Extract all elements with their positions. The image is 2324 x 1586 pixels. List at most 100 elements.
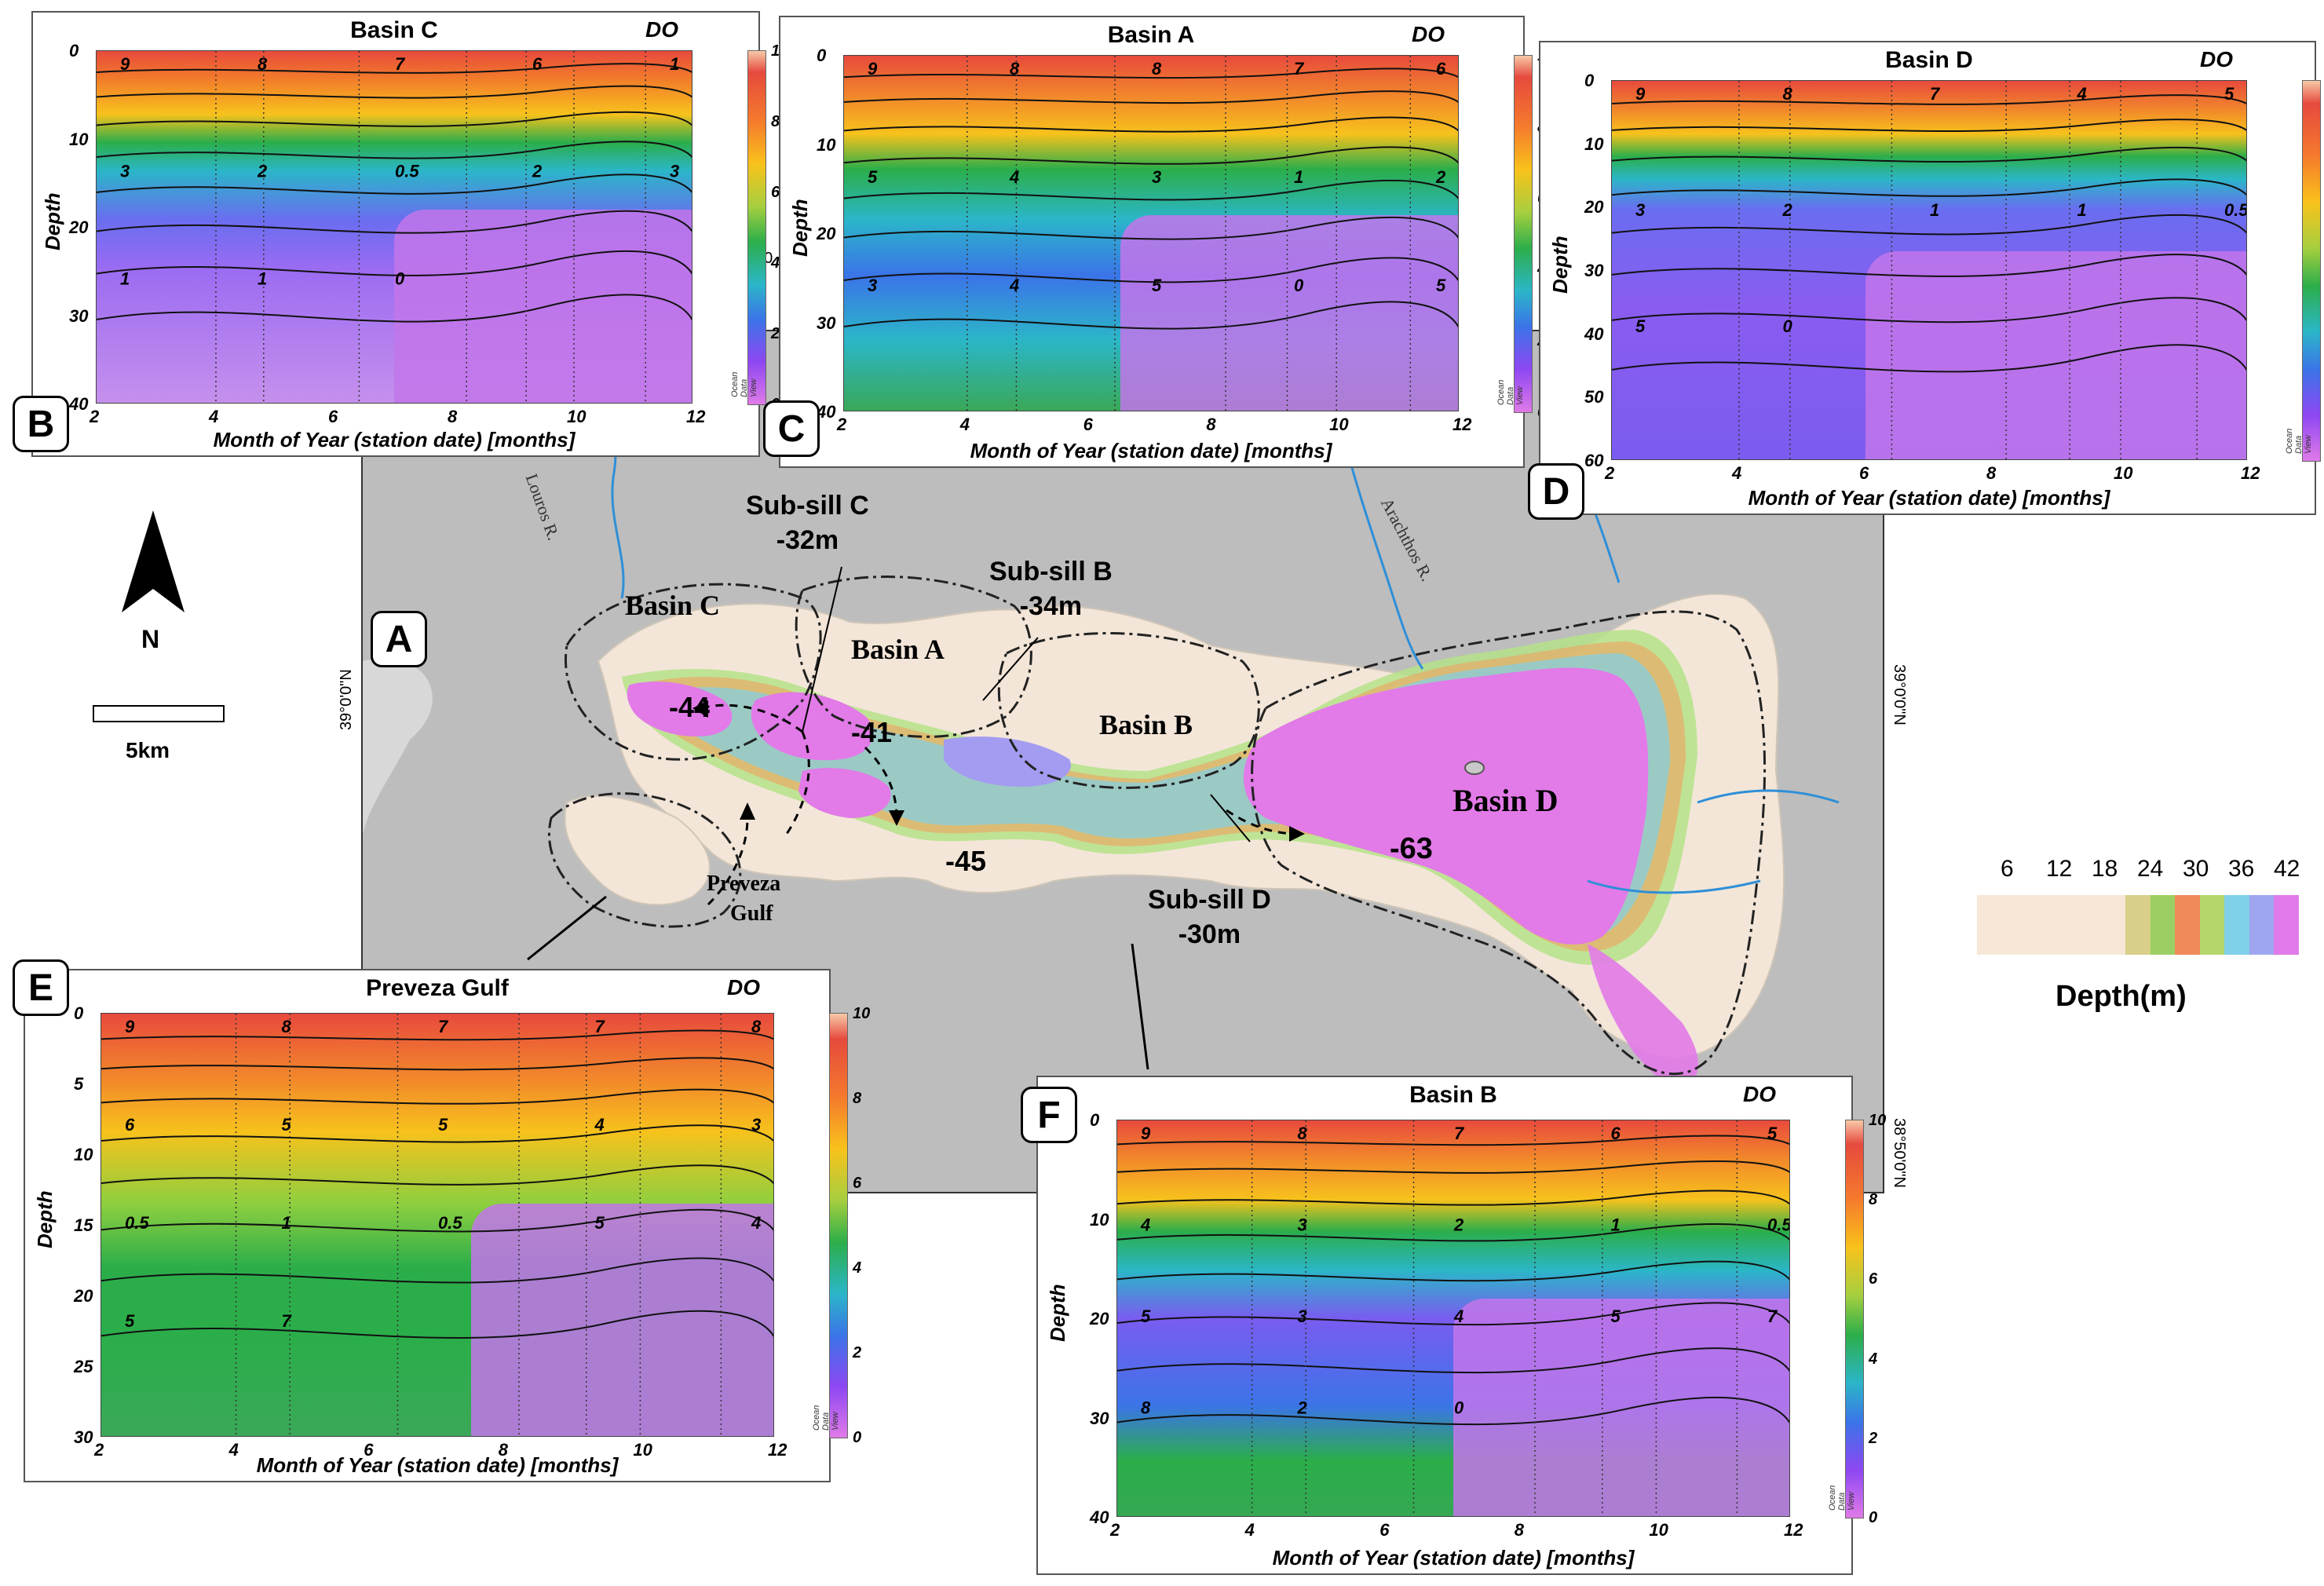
contour-label: 7 [1767,1306,1778,1326]
y-tick-label: 40 [1584,323,1604,344]
contour-label: 0.5 [1767,1215,1790,1235]
contour-label: 6 [125,1115,135,1135]
basin-a-deep [751,692,873,761]
panel-basin-d: Basin D DO 9 8 7 4 5 3 2 1 1 0.5 5 0 0 10 20 30 40 50 60 2 4 6 8… [1539,41,2321,515]
y-tick-label: 0 [1090,1110,1100,1130]
contour-label: 7 [595,1017,606,1036]
sill-b-depth: -34m [1019,591,1083,621]
legend-tick: 30 [2183,856,2209,882]
contour-label: 7 [1930,84,1941,104]
depth-legend: 6 12 18 24 30 36 42 Depth(m) [1977,856,2300,1029]
x-tick-label: 4 [228,1440,239,1460]
contour-label: 2 [1453,1215,1464,1235]
y-tick-label: 0 [817,46,827,65]
colorbar-tick: 2 [771,325,780,342]
do-contour-plot: 9 8 7 6 1 3 2 0.5 2 3 1 1 0 [96,50,692,404]
x-tick-label: 12 [2241,463,2260,483]
x-axis-label: Month of Year (station date) [months] [213,428,576,451]
basin-d-label: Basin D [1452,783,1558,818]
colorbar-tick: 10 [853,1005,871,1022]
y-tick-label: 50 [1584,387,1604,407]
panel-label-a: A [371,611,427,667]
x-tick-label: 2 [1110,1520,1120,1540]
colorbar-tick: 8 [1869,1191,1878,1209]
contour-label: 1 [1930,200,1939,220]
basin-b-label: Basin B [1099,709,1193,740]
y-tick-label: 10 [1584,133,1604,154]
y-tick-label: 0 [1584,71,1595,90]
legend-swatch [2150,895,2176,955]
contour-line [1612,297,2246,323]
parameter-label: DO [645,17,678,42]
contour-line [101,1208,773,1233]
basin-c-deep [627,682,733,736]
y-axis-label: Depth [788,199,812,257]
panel-label-f: F [1021,1087,1077,1143]
x-tick-label: 4 [209,407,219,426]
contour-label: 5 [438,1115,448,1135]
contour-label: 1 [1611,1215,1621,1235]
y-tick-label: 25 [74,1357,93,1376]
contour-label: 3 [868,276,877,295]
contour-label: 3 [1152,167,1161,187]
contour-label: 4 [1453,1306,1463,1326]
contour-label: 7 [395,54,406,74]
panel-title: Basin D [1885,47,1973,73]
contour-label: 9 [120,54,130,74]
y-axis-label: Depth [1548,236,1572,294]
contour-label: 7 [1294,59,1305,79]
legend-swatch [2274,895,2299,955]
contour-label: 9 [1635,84,1646,104]
contour-line [101,1057,773,1071]
parameter-label: DO [2200,47,2233,71]
contour-label: 0 [1294,276,1304,295]
contour-label: 5 [1141,1306,1151,1326]
x-tick-label: 12 [686,407,706,426]
contour-label: 8 [1298,1124,1308,1143]
panel-label-b: B [13,396,69,452]
contour-label: 0 [395,269,405,288]
y-tick-label: 30 [817,312,836,333]
y-tick-label: 20 [1584,197,1604,217]
contour-label: 2 [1297,1398,1308,1418]
north-label: N [141,625,160,653]
contour-label: 1 [120,269,130,288]
scale-bar [93,705,225,722]
contour-line [844,68,1458,79]
contour-label: 5 [125,1311,135,1331]
contour-label: 8 [1141,1398,1151,1418]
contour-label: 5 [2224,84,2234,104]
contour-line [1117,1260,1789,1282]
north-arrow-icon [122,510,185,612]
contour-line [844,301,1458,330]
colorbar-tick: 2 [853,1344,862,1361]
legend-tick: 18 [2092,856,2118,882]
contour-label: 2 [532,162,543,181]
contour-label: 7 [1454,1124,1465,1143]
contour-label: 6 [1436,59,1446,79]
contour-line [1612,146,2246,163]
contour-label: 8 [258,54,268,74]
y-tick-label: 20 [1090,1309,1109,1328]
odv-credit: Ocean Data View [2285,428,2313,454]
contour-label: 8 [751,1017,762,1036]
odv-credit: Ocean Data View [1496,379,1525,405]
contour-label: 1 [670,54,679,74]
y-tick-label: 0 [74,1003,84,1023]
contour-line [97,85,692,99]
sill-d-name: Sub-sill D [1148,885,1271,915]
odv-credit: Ocean Data View [1828,1485,1856,1511]
depth-label-c: -44 [669,691,711,723]
x-tick-label: 6 [1379,1520,1390,1540]
contour-label: 4 [751,1213,761,1233]
contour-line [101,1310,773,1339]
y-axis-label: Depth [33,1190,57,1248]
contour-label: 0.5 [125,1213,149,1233]
contour-label: 2 [1435,167,1446,187]
contour-line [844,146,1458,165]
contour-label: 7 [438,1017,449,1036]
legend-tick: 24 [2137,856,2164,882]
contour-label: 5 [1152,276,1162,295]
contour-line [1117,1190,1789,1206]
y-tick-label: 40 [1090,1507,1109,1527]
